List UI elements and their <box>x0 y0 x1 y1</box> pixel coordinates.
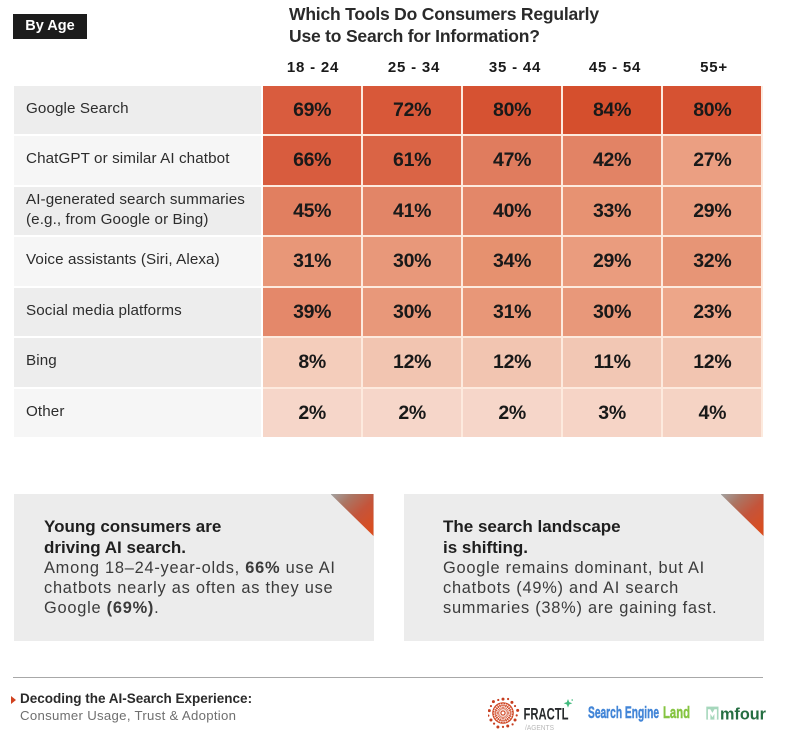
svg-text:mfour: mfour <box>720 705 767 722</box>
svg-text:FRACTL: FRACTL <box>524 705 569 724</box>
svg-text:/AGENTS: /AGENTS <box>525 723 554 732</box>
svg-text:Land: Land <box>663 704 690 722</box>
svg-text:Search Engine: Search Engine <box>588 704 659 722</box>
